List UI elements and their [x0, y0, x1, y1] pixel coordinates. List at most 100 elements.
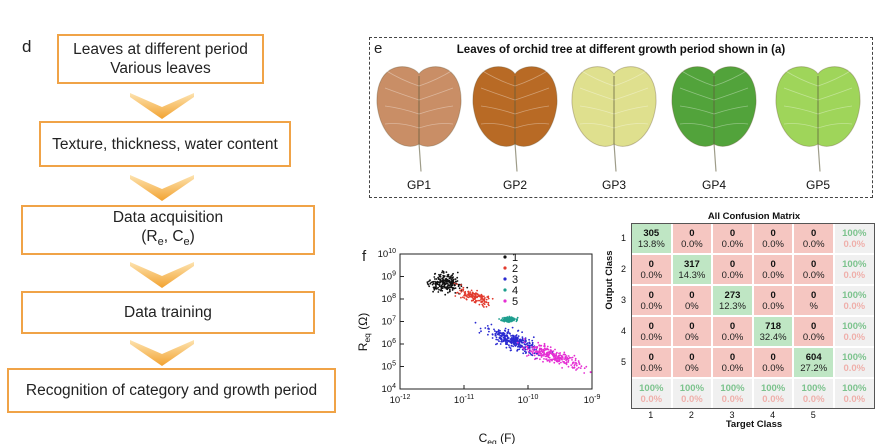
data-point	[432, 286, 435, 289]
data-point	[490, 323, 493, 326]
data-point	[434, 280, 436, 283]
data-point	[534, 345, 536, 348]
leaf-label-gp4: GP4	[701, 178, 726, 192]
data-point	[549, 351, 552, 354]
data-point	[544, 348, 547, 351]
data-point	[567, 355, 570, 357]
data-point	[544, 355, 547, 358]
flow-arrow-4	[130, 340, 194, 366]
data-point	[495, 336, 498, 339]
data-point	[446, 282, 449, 285]
data-point	[566, 357, 569, 360]
data-point	[502, 334, 505, 336]
cm-x-label: Target Class	[725, 419, 783, 430]
data-point	[567, 361, 570, 363]
cm-summary-top: 100%	[679, 382, 705, 394]
cm-border	[631, 223, 875, 409]
data-point	[530, 353, 533, 356]
data-point	[499, 343, 502, 345]
data-point	[435, 287, 438, 290]
data-point	[485, 305, 488, 308]
data-point	[504, 334, 506, 337]
data-point	[543, 358, 545, 360]
flow-arrow-2	[130, 175, 194, 201]
data-point	[451, 282, 454, 285]
data-point	[483, 299, 485, 302]
data-point	[539, 351, 541, 353]
data-point	[495, 330, 498, 333]
data-point	[504, 317, 507, 320]
data-point	[469, 291, 472, 293]
cm-col-label: 5	[810, 410, 816, 420]
flow-step-acquisition: Data acquisition (Re, Ce)	[21, 205, 315, 255]
data-point	[445, 271, 448, 273]
data-point	[580, 365, 583, 368]
plot-frame	[399, 253, 593, 390]
data-point	[509, 347, 512, 349]
data-point	[526, 355, 528, 357]
data-point	[447, 280, 449, 283]
data-point	[447, 287, 450, 289]
data-point	[552, 352, 555, 355]
data-point	[451, 289, 454, 291]
legend-marker-4	[503, 288, 507, 292]
r-subscript: e	[157, 236, 164, 249]
data-point	[545, 352, 548, 355]
cm-cell: 0 0.0%	[793, 254, 834, 285]
data-point	[553, 361, 556, 364]
data-point	[444, 293, 447, 296]
cm-summary-bottom: 0.0%	[721, 393, 744, 405]
cm-cell: 0 0.0%	[631, 316, 672, 347]
data-point	[454, 287, 457, 289]
cm-percent: 0.0%	[802, 238, 825, 250]
data-point	[523, 350, 526, 353]
cm-summary-top: 100%	[842, 227, 867, 239]
data-point	[459, 289, 461, 292]
data-point	[523, 338, 526, 340]
cm-cell: 0 0.0%	[631, 285, 672, 316]
flow-step-leaves-line2: Various leaves	[110, 60, 211, 77]
cm-row-summary: 100% 0.0%	[834, 347, 875, 378]
data-point	[463, 294, 465, 297]
data-point	[539, 358, 541, 361]
data-point	[487, 333, 489, 336]
cm-count: 0	[770, 289, 776, 301]
series-2	[453, 282, 494, 308]
data-point	[532, 347, 535, 349]
cm-percent: 0.0%	[762, 269, 784, 281]
data-point	[514, 344, 516, 347]
data-point	[510, 345, 513, 347]
data-point	[497, 338, 499, 341]
data-point	[491, 297, 494, 300]
data-point	[516, 316, 519, 319]
data-point	[550, 350, 553, 352]
data-point	[567, 359, 570, 362]
data-point	[507, 328, 510, 331]
data-point	[472, 298, 475, 301]
data-point	[479, 327, 482, 330]
data-point	[557, 356, 560, 358]
data-point	[470, 299, 473, 302]
data-point	[440, 286, 443, 288]
data-point	[516, 349, 519, 352]
data-point	[552, 350, 555, 352]
data-point	[478, 331, 481, 334]
data-point	[504, 338, 507, 341]
cm-cell: 305 13.8%	[631, 223, 672, 254]
legend-marker-1	[503, 255, 507, 259]
y-tick-label: 104	[382, 383, 397, 395]
data-point	[548, 351, 550, 354]
data-point	[477, 294, 480, 297]
data-point	[498, 318, 500, 320]
data-point	[442, 282, 445, 285]
data-point	[442, 270, 445, 273]
data-point	[528, 338, 530, 341]
data-point	[474, 297, 477, 300]
data-point	[534, 351, 537, 354]
cm-count: 0	[770, 351, 776, 363]
x-tick-label: 10-11	[454, 394, 474, 406]
data-point	[575, 369, 577, 371]
data-point	[500, 338, 503, 341]
data-point	[429, 282, 432, 285]
flow-step-acquisition-line2: (Re, Ce)	[141, 227, 195, 249]
